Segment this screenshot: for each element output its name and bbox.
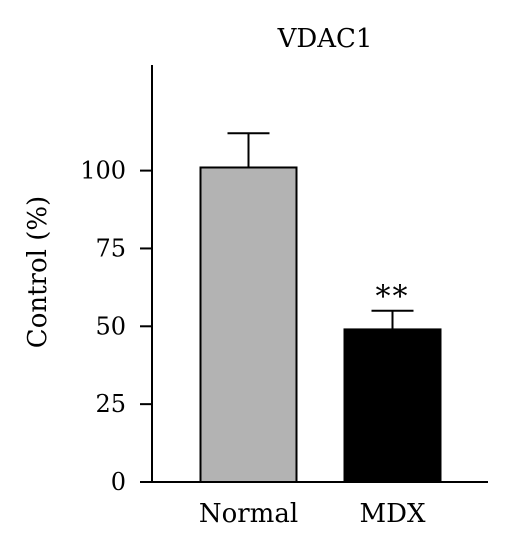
y-tick-label: 25	[95, 390, 126, 418]
category-label-mdx: MDX	[360, 499, 426, 529]
y-tick-label: 100	[80, 157, 126, 185]
category-label-normal: Normal	[199, 499, 298, 529]
y-tick-label: 0	[111, 468, 126, 496]
chart-title: VDAC1	[277, 24, 373, 54]
annotations: **	[376, 280, 410, 315]
y-tick-label: 50	[95, 312, 126, 340]
y-tick-label: 75	[95, 234, 126, 262]
error-bars	[227, 132, 414, 330]
significance-annotation: **	[376, 280, 410, 315]
bars	[199, 166, 442, 483]
y-ticks: 0 25 50 75 100	[80, 157, 152, 496]
category-labels: Normal MDX	[199, 499, 426, 529]
bar-mdx	[343, 328, 442, 483]
y-axis-label: Control (%)	[23, 196, 53, 348]
bar-normal	[199, 166, 298, 483]
